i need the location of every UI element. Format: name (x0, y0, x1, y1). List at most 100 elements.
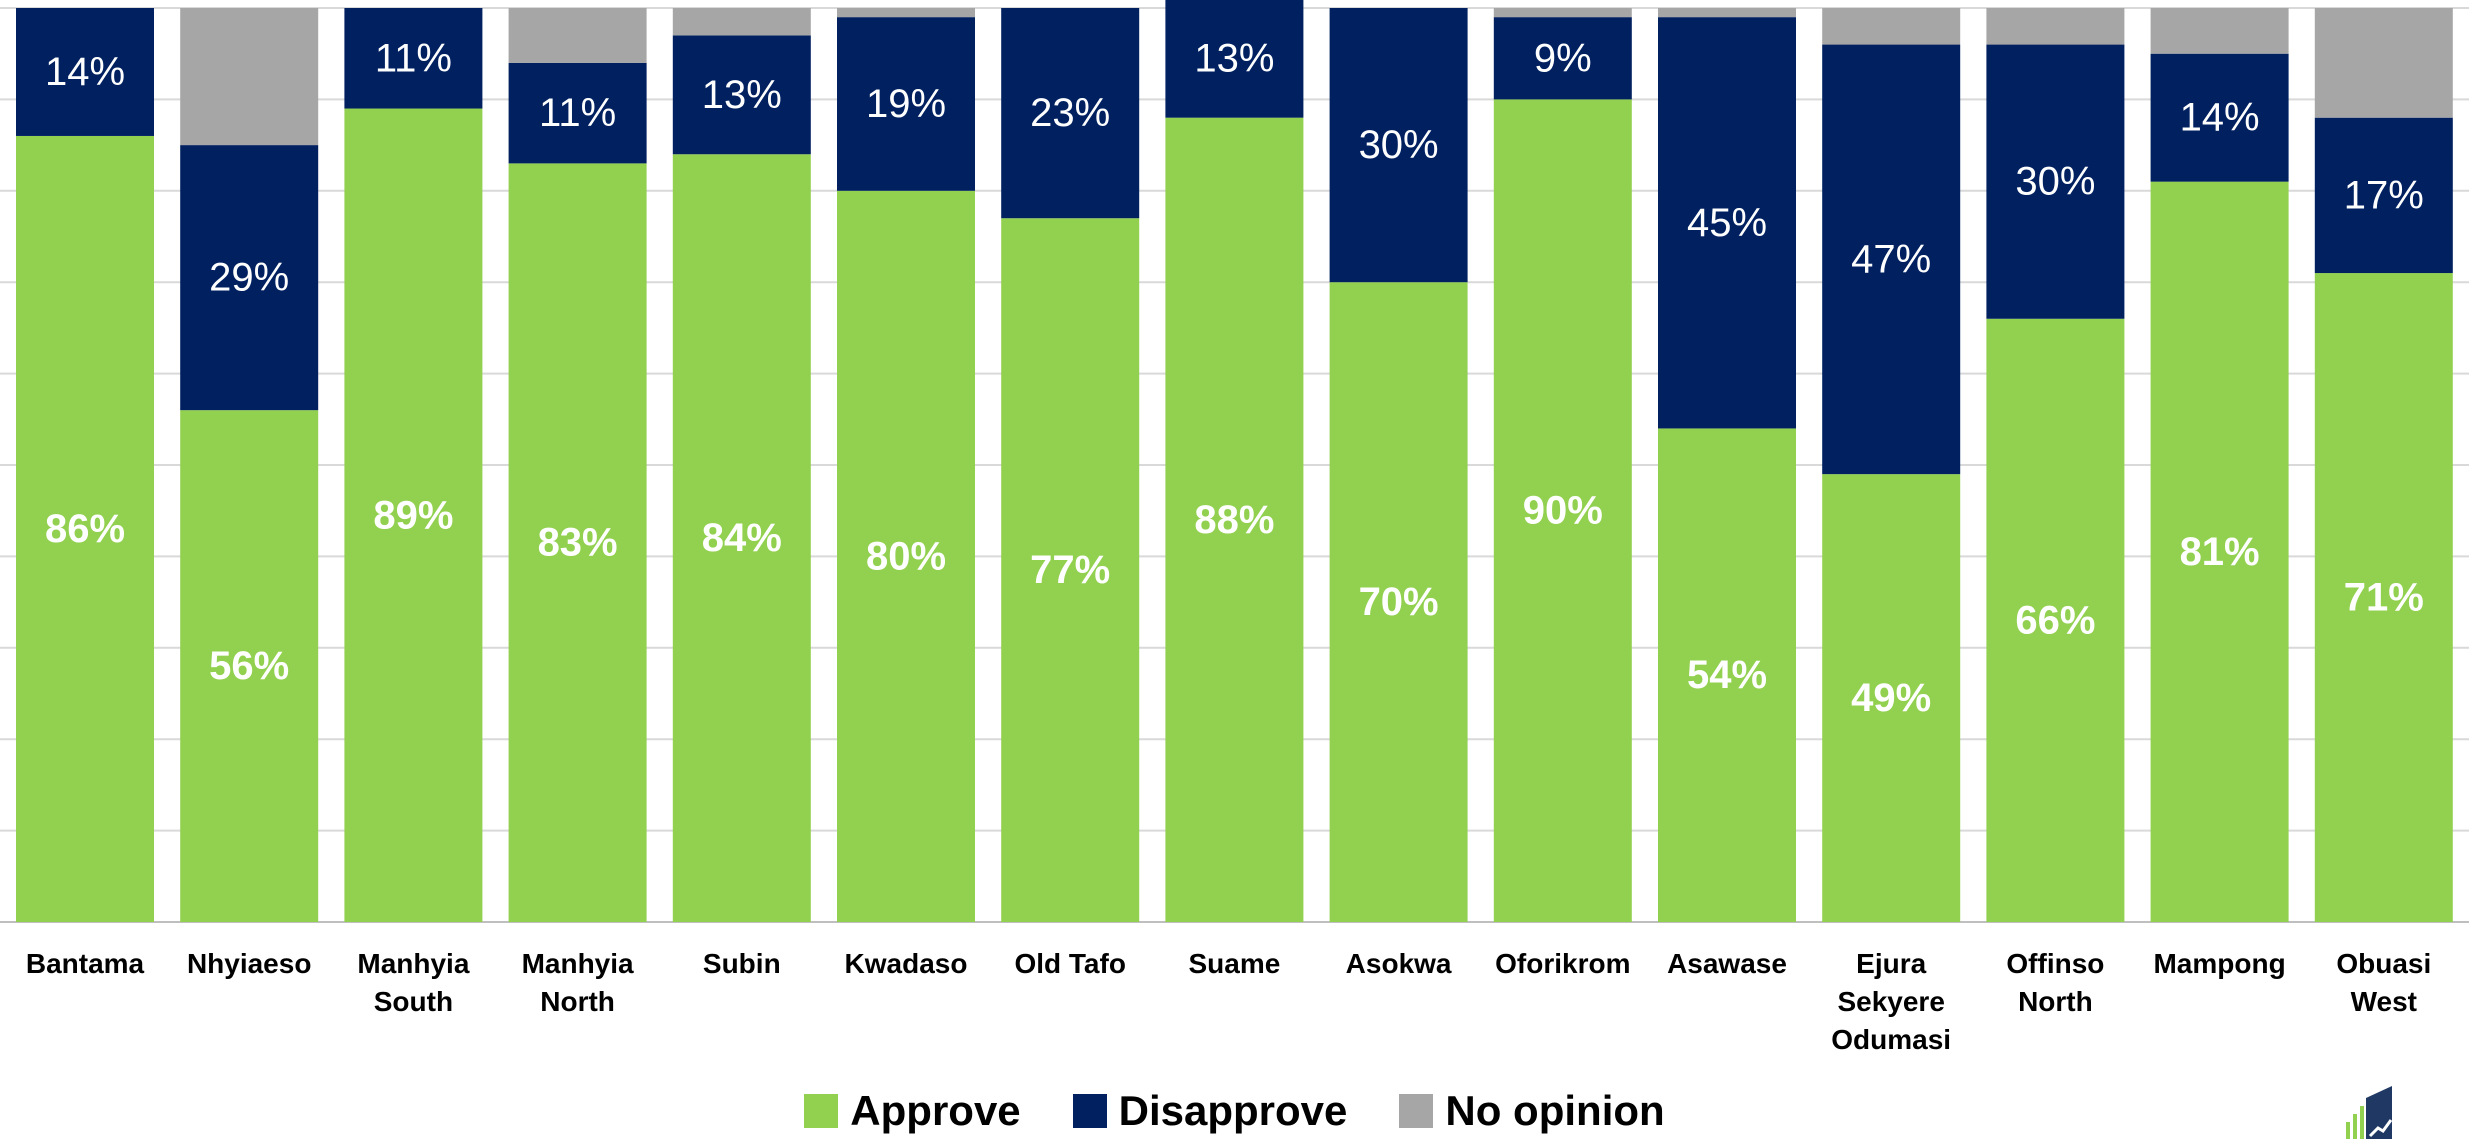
bar-segment-no-opinion (2150, 8, 2289, 54)
data-label: 47% (1851, 237, 1931, 281)
bar-segment-disapprove (1165, 0, 1304, 118)
data-label: 30% (2015, 160, 2095, 204)
data-label: 23% (1030, 91, 1110, 135)
data-label: 71% (2344, 576, 2424, 620)
bar-segment-approve (508, 163, 647, 922)
data-label: 13% (1194, 36, 1274, 80)
data-label: 30% (1359, 123, 1439, 167)
data-labels: 86% 14% 56% 29% 89% 11% 83% 11% 84% 13% 80% 19% 77% 2… (45, 36, 2424, 720)
data-label: 9% (1534, 36, 1592, 80)
bar-segment-approve (1822, 474, 1961, 922)
data-label: 70% (1359, 580, 1439, 624)
category-label: Mampong (2153, 948, 2285, 979)
data-label: 29% (209, 256, 289, 300)
legend: Approve Disapprove No opinion (0, 1086, 2469, 1136)
bar-segment-disapprove (837, 17, 975, 191)
legend-swatch-no-opinion (1399, 1094, 1434, 1128)
bar-segment-approve (1329, 282, 1468, 922)
data-label: 11% (539, 91, 616, 135)
bar-segment-disapprove (344, 8, 483, 109)
legend-label-no-opinion: No opinion (1445, 1087, 1665, 1134)
data-label: 19% (866, 82, 946, 126)
growth-chart-logo-icon (2346, 1086, 2393, 1139)
category-label: Oforikrom (1495, 948, 1630, 979)
category-label: Asokwa (1346, 948, 1452, 979)
data-label: 90% (1523, 489, 1603, 533)
bar-segment-approve (1658, 428, 1796, 922)
bar-segment-approve (16, 135, 154, 922)
bar-segment-approve (180, 410, 319, 922)
data-label: 56% (209, 644, 289, 688)
bar-segment-no-opinion (1986, 8, 2125, 45)
category-labels: Bantama Nhyiaeso Manhyia South Manhyia North S… (26, 948, 2431, 1055)
category-label: Manhyia (357, 948, 469, 979)
category-label: North (2018, 986, 2093, 1017)
bar-segment-no-opinion (1658, 8, 1796, 18)
category-label: Bantama (26, 948, 145, 979)
category-label: Kwadaso (845, 948, 968, 979)
bars (16, 0, 2453, 923)
data-label: 66% (2015, 598, 2095, 642)
bar-segment-approve (2314, 273, 2453, 922)
category-label: Odumasi (1831, 1024, 1951, 1055)
legend-item-approve: Approve (804, 1087, 1021, 1135)
legend-item-no-opinion: No opinion (1399, 1087, 1665, 1135)
data-label: 17% (2344, 173, 2424, 217)
bar-segment-no-opinion (180, 8, 319, 146)
bar-segment-approve (672, 154, 811, 923)
bar-segment-disapprove (16, 8, 154, 136)
bar-segment-approve (1165, 117, 1304, 923)
bar-segment-disapprove (1493, 17, 1632, 100)
data-label: 13% (702, 73, 782, 117)
bar-segment-disapprove (672, 35, 811, 155)
data-label: 81% (2180, 530, 2260, 574)
bar-segment-approve (344, 108, 483, 923)
legend-swatch-disapprove (1072, 1094, 1107, 1128)
category-label: Nhyiaeso (187, 948, 312, 979)
bar-segment-approve (837, 190, 975, 923)
data-label: 11% (375, 36, 452, 80)
data-label: 14% (2180, 96, 2260, 140)
bar-segment-no-opinion (2314, 8, 2453, 118)
bar-segment-no-opinion (508, 8, 647, 63)
data-label: 83% (538, 521, 618, 565)
bar-segment-no-opinion (1493, 8, 1632, 18)
bar-segment-disapprove (1658, 17, 1796, 429)
category-label: North (540, 986, 615, 1017)
category-label: Offinso (2006, 948, 2104, 979)
data-label: 49% (1851, 676, 1931, 720)
data-label: 45% (1687, 201, 1767, 245)
category-label: South (374, 986, 453, 1017)
category-label: Obuasi (2336, 948, 2431, 979)
category-label: Manhyia (522, 948, 634, 979)
data-label: 84% (702, 516, 782, 560)
data-label: 89% (373, 493, 453, 537)
bar-segment-disapprove (180, 145, 319, 411)
bar-segment-disapprove (508, 62, 647, 164)
category-label: Ejura (1856, 948, 1926, 979)
category-label: West (2351, 986, 2417, 1017)
legend-swatch-approve (804, 1094, 839, 1128)
bar-segment-approve (1001, 218, 1140, 923)
bar-segment-disapprove (2150, 53, 2289, 182)
stacked-bar-chart: 86% 14% 56% 29% 89% 11% 83% 11% 84% 13% 80% 19% 77% 2… (0, 0, 2469, 1055)
data-label: 88% (1194, 498, 1274, 542)
bar-segment-disapprove (1329, 8, 1468, 283)
bar-segment-no-opinion (1822, 8, 1961, 45)
data-label: 86% (45, 507, 125, 551)
legend-label-approve: Approve (850, 1087, 1021, 1134)
bar-segment-disapprove (1001, 8, 1140, 219)
bar-segment-no-opinion (672, 8, 811, 36)
category-label: Asawase (1667, 948, 1787, 979)
data-label: 77% (1030, 548, 1110, 592)
legend-label-disapprove: Disapprove (1118, 1087, 1348, 1134)
data-label: 80% (866, 534, 946, 578)
bar-segment-disapprove (2314, 117, 2453, 274)
bar-segment-approve (1493, 99, 1632, 922)
category-label: Sekyere (1837, 986, 1944, 1017)
data-label: 54% (1687, 653, 1767, 697)
legend-item-disapprove: Disapprove (1072, 1087, 1348, 1135)
category-label: Suame (1188, 948, 1280, 979)
bar-segment-disapprove (1822, 44, 1961, 475)
bar-segment-disapprove (1986, 44, 2125, 319)
